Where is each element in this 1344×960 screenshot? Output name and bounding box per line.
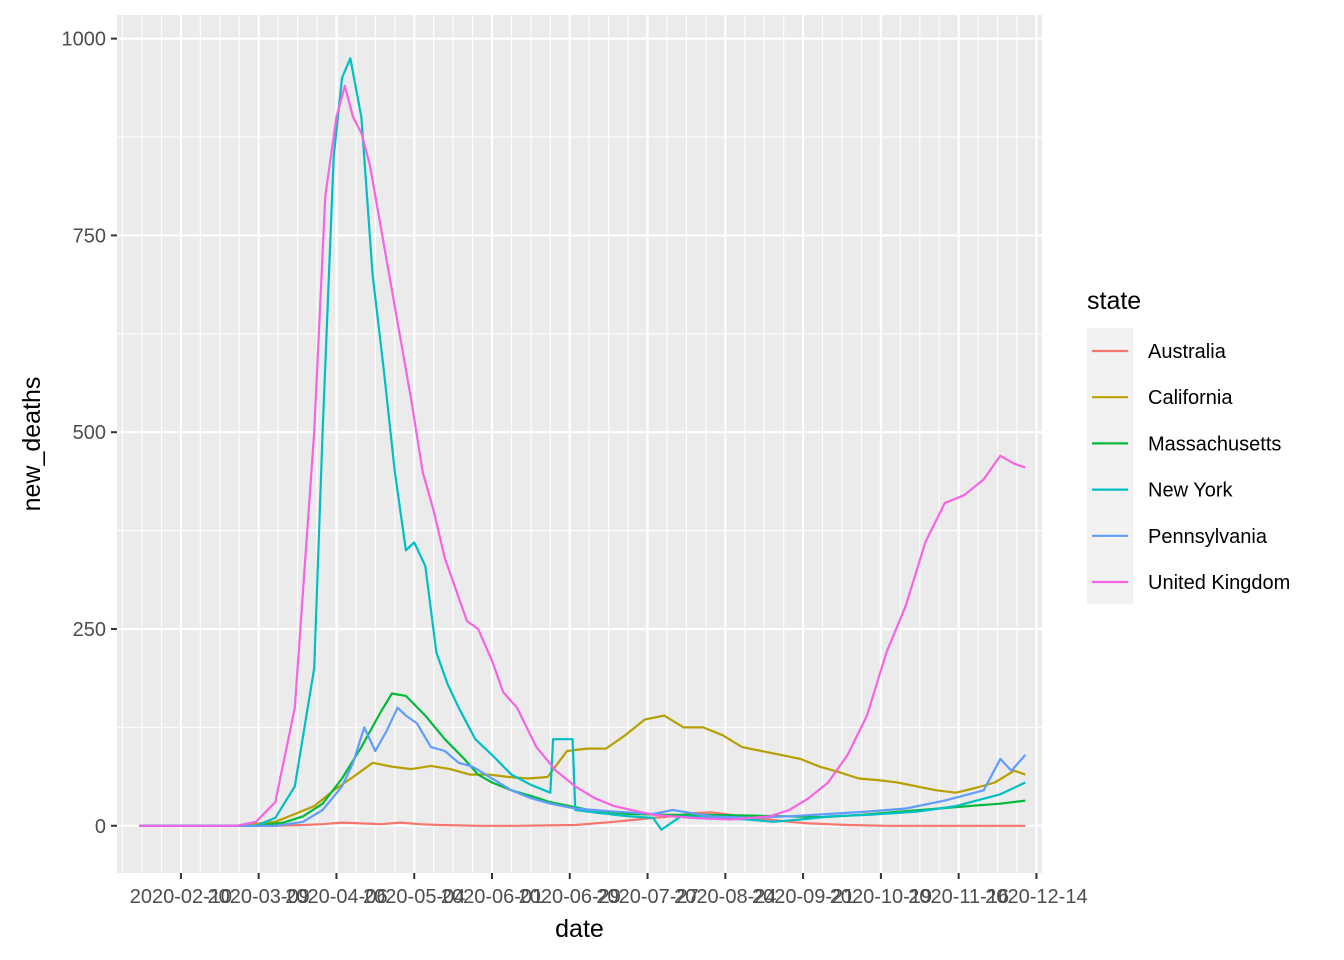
legend: state Australia California Massachusetts Ne… — [1087, 287, 1290, 604]
x-tick-label: 2020-05-04 — [363, 886, 465, 908]
series-layer — [139, 57, 1027, 831]
plot-panel — [117, 15, 1042, 873]
x-tick-label: 2020-09-21 — [752, 886, 854, 908]
y-tick-label: 500 — [73, 422, 106, 444]
series-line-new-york — [139, 57, 1026, 831]
y-tick-label: 750 — [73, 225, 106, 247]
x-tick-label: 2020-07-27 — [596, 886, 698, 908]
legend-items: Australia California Massachusetts New York… — [1092, 341, 1290, 594]
legend-title: state — [1087, 287, 1141, 315]
series-line-australia — [139, 811, 1026, 827]
series-line-california — [139, 714, 1026, 827]
x-axis-title: date — [555, 915, 604, 943]
y-axis: 0 250 500 750 1000 — [62, 29, 117, 838]
x-tick-label: 2020-08-24 — [674, 886, 776, 908]
x-tick-label: 2020-10-19 — [830, 886, 932, 908]
x-tick-label: 2020-02-10 — [130, 886, 232, 908]
legend-label: Pennsylvania — [1148, 526, 1268, 548]
legend-label: Australia — [1148, 341, 1227, 363]
y-tick-label: 250 — [73, 619, 106, 641]
x-tick-label: 2020-12-14 — [985, 886, 1087, 908]
x-tick-label: 2020-06-01 — [441, 886, 543, 908]
x-tick-label: 2020-06-29 — [519, 886, 621, 908]
legend-label: California — [1148, 387, 1233, 409]
series-line-pennsylvania — [139, 706, 1027, 827]
series-line-united-kingdom — [139, 84, 1026, 827]
legend-key-background — [1087, 328, 1133, 604]
x-tick-label: 2020-03-09 — [208, 886, 310, 908]
x-tick-label: 2020-11-16 — [908, 886, 1009, 908]
x-tick-label: 2020-04-06 — [285, 886, 387, 908]
legend-label: Massachusetts — [1148, 433, 1281, 455]
grid-minor — [117, 15, 1042, 873]
x-axis: 2020-02-102020-03-092020-04-062020-05-04… — [130, 873, 1088, 908]
y-tick-label: 0 — [95, 816, 106, 838]
y-axis-title: new_deaths — [18, 377, 46, 512]
legend-label: United Kingdom — [1148, 572, 1290, 594]
y-tick-label: 1000 — [62, 29, 107, 51]
legend-label: New York — [1148, 480, 1233, 502]
